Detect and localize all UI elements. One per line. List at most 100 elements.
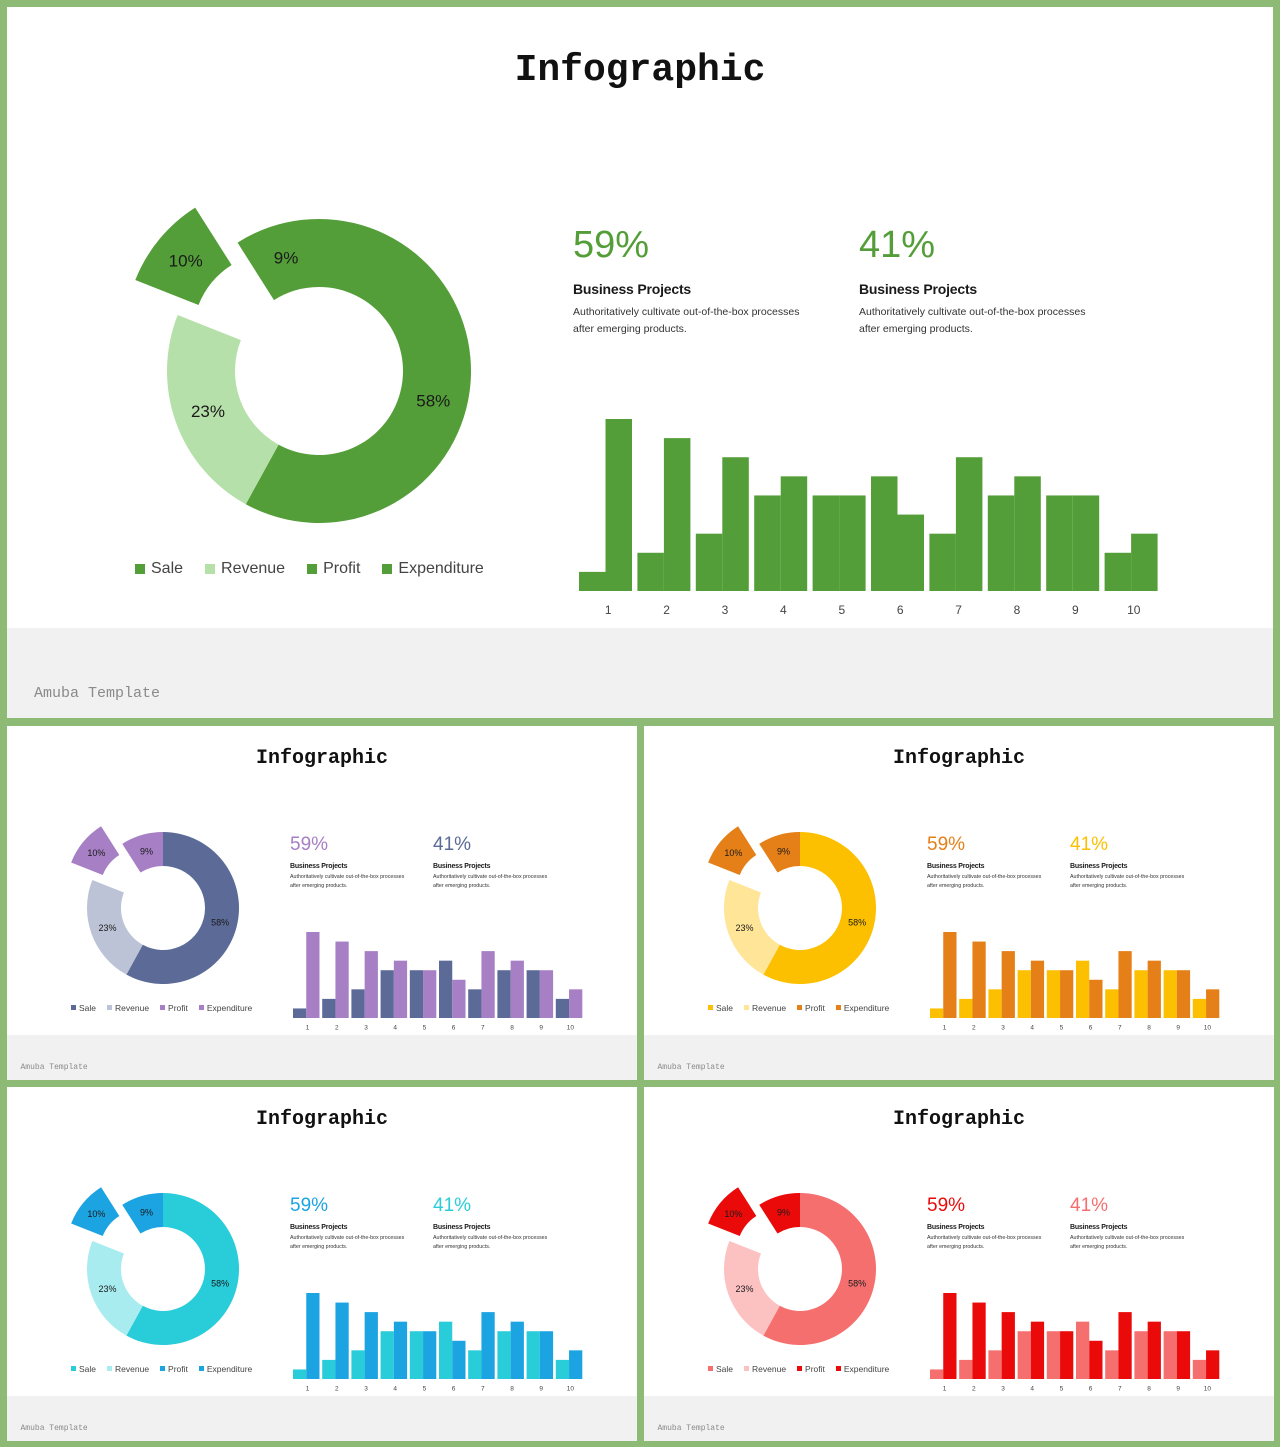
- bar-series1-cat9: [1163, 1331, 1177, 1379]
- bar-series2-cat4: [393, 1321, 408, 1379]
- stat-description: Authoritatively cultivate out-of-the-box…: [1070, 874, 1185, 881]
- bar-series2-cat1: [306, 1293, 320, 1379]
- donut-data-label: 10%: [169, 252, 203, 271]
- stat-description: after emerging products.: [433, 882, 491, 889]
- bar-series1-cat5: [409, 1331, 424, 1379]
- legend-item-sale: Sale: [71, 1003, 96, 1013]
- stat-description: after emerging products.: [1070, 882, 1128, 889]
- bar-series2-cat3: [1001, 951, 1015, 1018]
- legend-swatch: [797, 1005, 803, 1010]
- bar-series1-cat10: [555, 998, 570, 1018]
- x-tick-label: 6: [1089, 1386, 1093, 1393]
- donut-slice-revenue: [87, 1241, 143, 1336]
- x-tick-label: 9: [1176, 1386, 1180, 1393]
- donut-data-label: 9%: [274, 249, 299, 268]
- donut-data-label: 58%: [416, 391, 450, 410]
- stat-block: 59% Business Projects Authoritatively cult…: [927, 1195, 1041, 1251]
- x-tick-label: 2: [335, 1386, 339, 1393]
- bar-series1-cat6: [871, 476, 898, 591]
- bar-series1-cat6: [1076, 960, 1090, 1018]
- x-tick-label: 3: [364, 1025, 368, 1032]
- stat-description: after emerging products.: [290, 882, 348, 889]
- stat-description: Authoritatively cultivate out-of-the-box…: [290, 874, 405, 881]
- legend-swatch: [135, 564, 145, 574]
- bar-series2-cat3: [1001, 1312, 1015, 1379]
- stat-block: 59% Business Projects Authoritatively cult…: [290, 834, 405, 890]
- legend-label: Revenue: [752, 1363, 787, 1374]
- bar-series1-cat3: [351, 1350, 365, 1379]
- x-tick-label: 7: [481, 1025, 485, 1032]
- bar-series2-cat5: [423, 1331, 437, 1379]
- donut-slice-revenue: [724, 1241, 780, 1336]
- stat-block: 59% Business Projects Authoritatively cult…: [927, 834, 1041, 890]
- donut-slice-sale: [763, 832, 876, 984]
- bar-series1-cat8: [497, 970, 511, 1018]
- legend-swatch: [71, 1366, 76, 1371]
- slide-cyan: Infographic Amuba Template 59% Business Pro…: [7, 1087, 637, 1441]
- x-tick-label: 1: [306, 1025, 310, 1032]
- footer-bar: Amuba Template: [7, 628, 1273, 718]
- donut-data-label: 9%: [777, 846, 790, 856]
- donut-legend: Sale Revenue Profit Expenditure: [708, 1364, 900, 1374]
- bar-series1-cat1: [930, 1008, 944, 1018]
- chart-canvas: 58% 23% 10% 9% 1 2 3 4 5 6 7 8 9 10: [708, 1187, 1220, 1393]
- stat-description: Authoritatively cultivate out-of-the-box…: [1070, 1235, 1185, 1242]
- donut-data-label: 10%: [87, 848, 105, 858]
- stat-description: Authoritatively cultivate out-of-the-box…: [433, 1235, 548, 1242]
- x-tick-label: 7: [481, 1386, 485, 1393]
- bar-series2-cat10: [569, 989, 583, 1018]
- legend-item-revenue: Revenue: [205, 560, 285, 578]
- donut-slice-expenditure: [759, 832, 800, 873]
- legend-label: Sale: [716, 1363, 734, 1374]
- x-tick-label: 1: [306, 1386, 310, 1393]
- bar-series1-cat8: [987, 495, 1015, 591]
- donut-slice-sale: [245, 219, 472, 523]
- donut-data-label: 58%: [211, 1279, 229, 1289]
- bar-series2-cat6: [452, 979, 466, 1018]
- stat-heading: Business Projects: [1070, 862, 1128, 870]
- legend-item-expenditure: Expenditure: [198, 1003, 252, 1013]
- legend-label: Sale: [79, 1002, 97, 1013]
- x-tick-label: 8: [1147, 1386, 1151, 1393]
- stat-block: 41% Business Projects Authoritatively cult…: [859, 224, 1086, 337]
- x-tick-label: 10: [1204, 1025, 1212, 1032]
- stat-heading: Business Projects: [433, 862, 491, 870]
- bar-series1-cat2: [959, 998, 973, 1018]
- bar-series2-cat7: [481, 951, 495, 1018]
- stat-description: Authoritatively cultivate out-of-the-box…: [290, 1235, 405, 1242]
- stat-description: Authoritatively cultivate out-of-the-box…: [859, 305, 1086, 318]
- stat-description: Authoritatively cultivate out-of-the-box…: [433, 874, 548, 881]
- stat-description: after emerging products.: [859, 322, 973, 335]
- stat-block: 41% Business Projects Authoritatively cult…: [1070, 1195, 1185, 1251]
- x-tick-label: 5: [423, 1025, 427, 1032]
- bar-series1-cat7: [1105, 989, 1119, 1018]
- bar-series2-cat6: [1089, 979, 1103, 1018]
- bar-series1-cat9: [1163, 970, 1177, 1018]
- legend-label: Revenue: [221, 560, 286, 577]
- stat-heading: Business Projects: [290, 1223, 348, 1231]
- footer-text: Amuba Template: [34, 685, 161, 702]
- stat-value: 59%: [573, 224, 650, 266]
- bar-series1-cat4: [1017, 1331, 1031, 1379]
- legend-swatch: [71, 1005, 76, 1010]
- donut-slice-profit: [71, 826, 120, 876]
- bar-series2-cat7: [1118, 1312, 1132, 1379]
- legend-item-sale: Sale: [135, 560, 183, 578]
- legend-item-revenue: Revenue: [107, 1003, 149, 1013]
- footer-bar: Amuba Template: [7, 1396, 637, 1441]
- stat-description: after emerging products.: [927, 1243, 985, 1250]
- stat-heading: Business Projects: [927, 862, 985, 870]
- legend-item-expenditure: Expenditure: [382, 560, 484, 578]
- bar-series2-cat9: [1072, 495, 1100, 591]
- bar-series1-cat3: [988, 989, 1002, 1018]
- slide-title: Infographic: [892, 747, 1026, 770]
- bar-series2-cat10: [1206, 1350, 1220, 1379]
- footer-text: Amuba Template: [657, 1424, 725, 1433]
- bar-series2-cat8: [510, 960, 524, 1018]
- donut-legend: Sale Revenue Profit Expenditure: [71, 1003, 263, 1013]
- donut-data-label: 23%: [98, 923, 116, 933]
- bar-series1-cat1: [293, 1369, 307, 1379]
- bar-series1-cat5: [409, 970, 424, 1018]
- legend-label: Revenue: [115, 1002, 150, 1013]
- legend-label: Revenue: [115, 1363, 150, 1374]
